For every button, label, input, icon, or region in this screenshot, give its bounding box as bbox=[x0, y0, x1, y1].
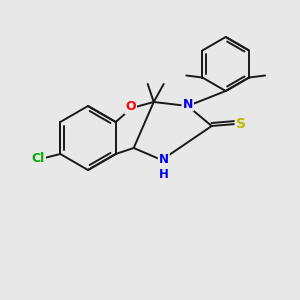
Text: Cl: Cl bbox=[32, 152, 45, 164]
Text: N: N bbox=[182, 98, 193, 110]
Text: N
H: N H bbox=[159, 153, 169, 181]
Text: O: O bbox=[125, 100, 136, 113]
Text: S: S bbox=[236, 117, 246, 131]
